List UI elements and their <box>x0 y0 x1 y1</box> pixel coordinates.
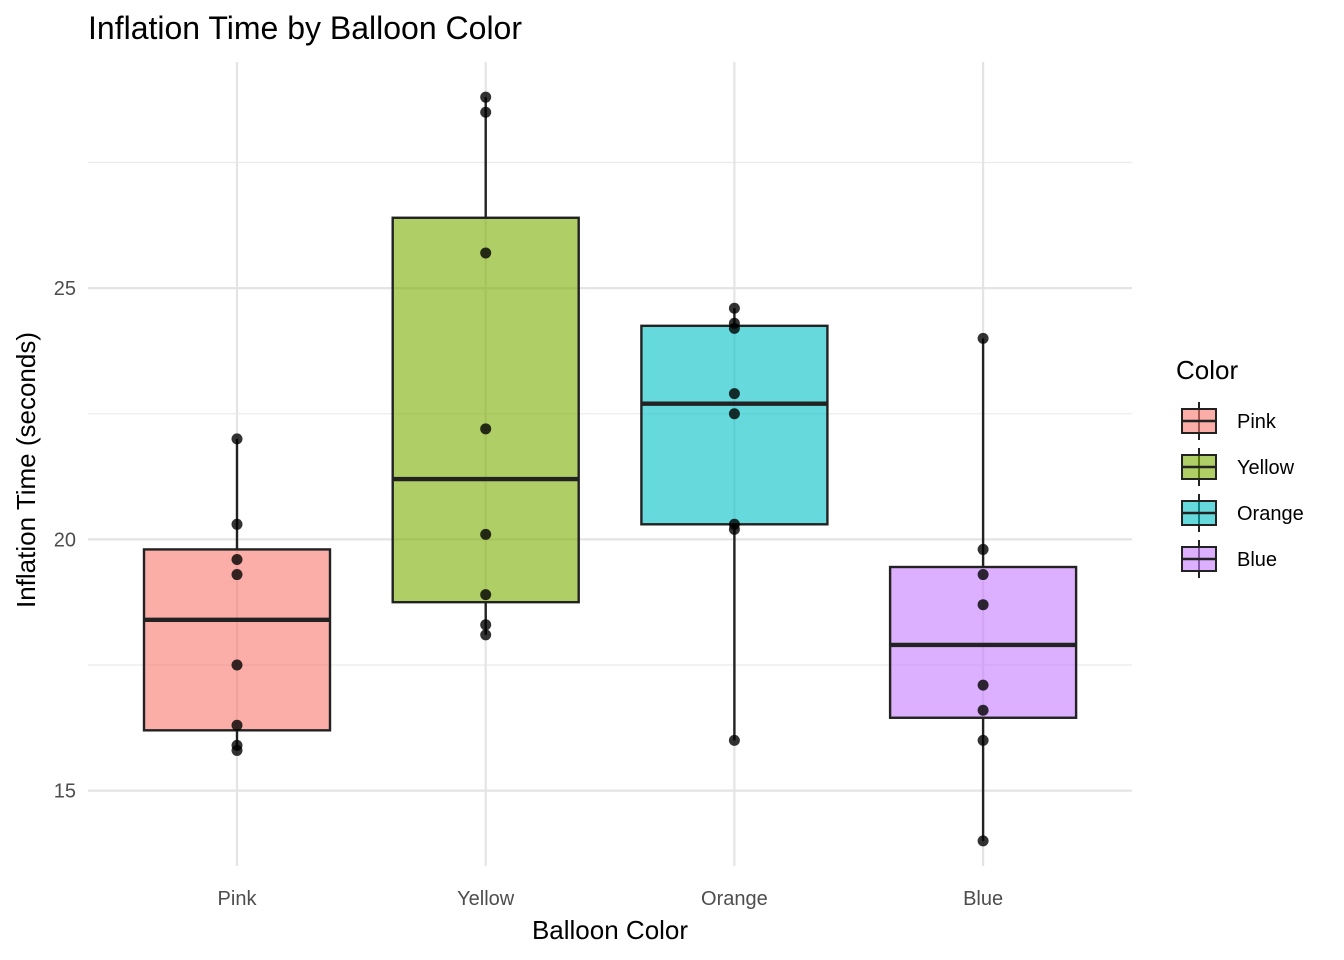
iqr-box <box>888 565 1078 719</box>
data-point <box>231 569 243 581</box>
box-pink <box>142 438 332 751</box>
data-point <box>231 518 243 530</box>
x-tick-label: Blue <box>963 888 1003 910</box>
legend-label: Yellow <box>1237 457 1295 479</box>
data-points <box>231 91 989 847</box>
data-point <box>231 433 243 445</box>
data-point <box>728 322 740 334</box>
data-point <box>728 302 740 314</box>
data-point <box>480 91 492 103</box>
data-point <box>728 523 740 535</box>
legend-items: Pink Yellow Orange Blue <box>1181 402 1304 578</box>
box-yellow <box>391 97 580 635</box>
x-axis-title: Balloon Color <box>532 915 688 945</box>
legend-label: Orange <box>1237 503 1304 525</box>
legend-label: Blue <box>1237 549 1277 571</box>
data-point <box>728 734 740 746</box>
y-axis-title: Inflation Time (seconds) <box>11 332 41 608</box>
y-tick-label: 25 <box>54 278 76 300</box>
data-point <box>231 719 243 731</box>
data-point <box>480 106 492 118</box>
box-orange <box>640 308 829 741</box>
data-point <box>480 629 492 641</box>
data-point <box>728 408 740 420</box>
data-point <box>480 528 492 540</box>
legend-item-orange: Orange <box>1181 494 1304 532</box>
data-point <box>977 599 989 611</box>
legend-item-pink: Pink <box>1181 402 1277 440</box>
data-point <box>480 589 492 601</box>
x-tick-label: Orange <box>701 888 768 910</box>
legend-item-yellow: Yellow <box>1181 448 1295 486</box>
data-point <box>480 423 492 435</box>
y-tick-label: 15 <box>54 781 76 803</box>
legend-item-blue: Blue <box>1181 540 1277 578</box>
iqr-box <box>640 324 829 526</box>
legend-title: Color <box>1176 355 1238 385</box>
gridlines <box>88 62 1132 866</box>
data-point <box>728 388 740 400</box>
data-point <box>231 659 243 671</box>
legend-label: Pink <box>1237 411 1277 433</box>
x-tick-label: Pink <box>218 888 258 910</box>
data-point <box>977 569 989 581</box>
legend: Color Pink Yellow Orange Blue <box>1176 355 1304 578</box>
data-point <box>977 543 989 555</box>
iqr-box <box>391 216 580 604</box>
x-axis-ticks: Pink Yellow Orange Blue <box>218 888 1004 910</box>
data-point <box>480 619 492 631</box>
y-axis-ticks: 15 20 25 <box>54 278 76 803</box>
data-point <box>977 734 989 746</box>
boxes <box>142 97 1078 841</box>
data-point <box>231 553 243 565</box>
chart-title: Inflation Time by Balloon Color <box>88 10 522 46</box>
data-point <box>977 332 989 344</box>
y-tick-label: 20 <box>54 529 76 551</box>
data-point <box>231 744 243 756</box>
data-point <box>977 835 989 847</box>
data-point <box>480 247 492 259</box>
data-point <box>977 679 989 691</box>
data-point <box>977 704 989 716</box>
x-tick-label: Yellow <box>457 888 515 910</box>
